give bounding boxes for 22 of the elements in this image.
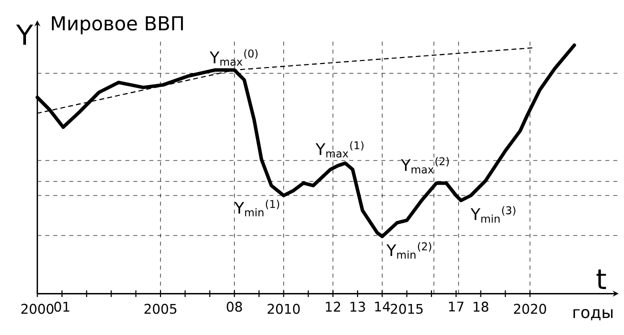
annotation: Y$_{max}$(1) xyxy=(316,141,364,158)
annotation: Y$_{max}$(2) xyxy=(400,157,449,174)
text: годы xyxy=(574,309,613,320)
x-tick-label: 2020 xyxy=(514,304,546,314)
annotation: Y$_{min}$(2) xyxy=(386,242,432,259)
x-tick-label: 2010 xyxy=(268,304,300,314)
x-tick-label: 18 xyxy=(474,302,488,312)
x-tick-label: 17 xyxy=(449,302,464,312)
x-tick-label: 13 xyxy=(350,302,365,312)
y-axis-title: Y xyxy=(16,24,34,45)
x-tick-label: 14 xyxy=(375,302,390,312)
x-axis-title: t xyxy=(596,270,606,289)
x-tick-label: 01 xyxy=(54,302,70,312)
x-tick-label: 2000 xyxy=(21,304,54,314)
x-tick-label: 12 xyxy=(326,302,340,312)
x-tick-label: 2015 xyxy=(390,304,423,314)
x-tick-label: 08 xyxy=(226,302,242,312)
annotation: Y$_{min}$(1) xyxy=(234,200,280,216)
annotation: Y$_{min}$(3) xyxy=(470,206,516,223)
annotation: Y$_{max}$(0) xyxy=(210,49,258,66)
x-tick-label: 2005 xyxy=(144,304,176,314)
chart-title: Мировое ВВП xyxy=(52,16,183,34)
